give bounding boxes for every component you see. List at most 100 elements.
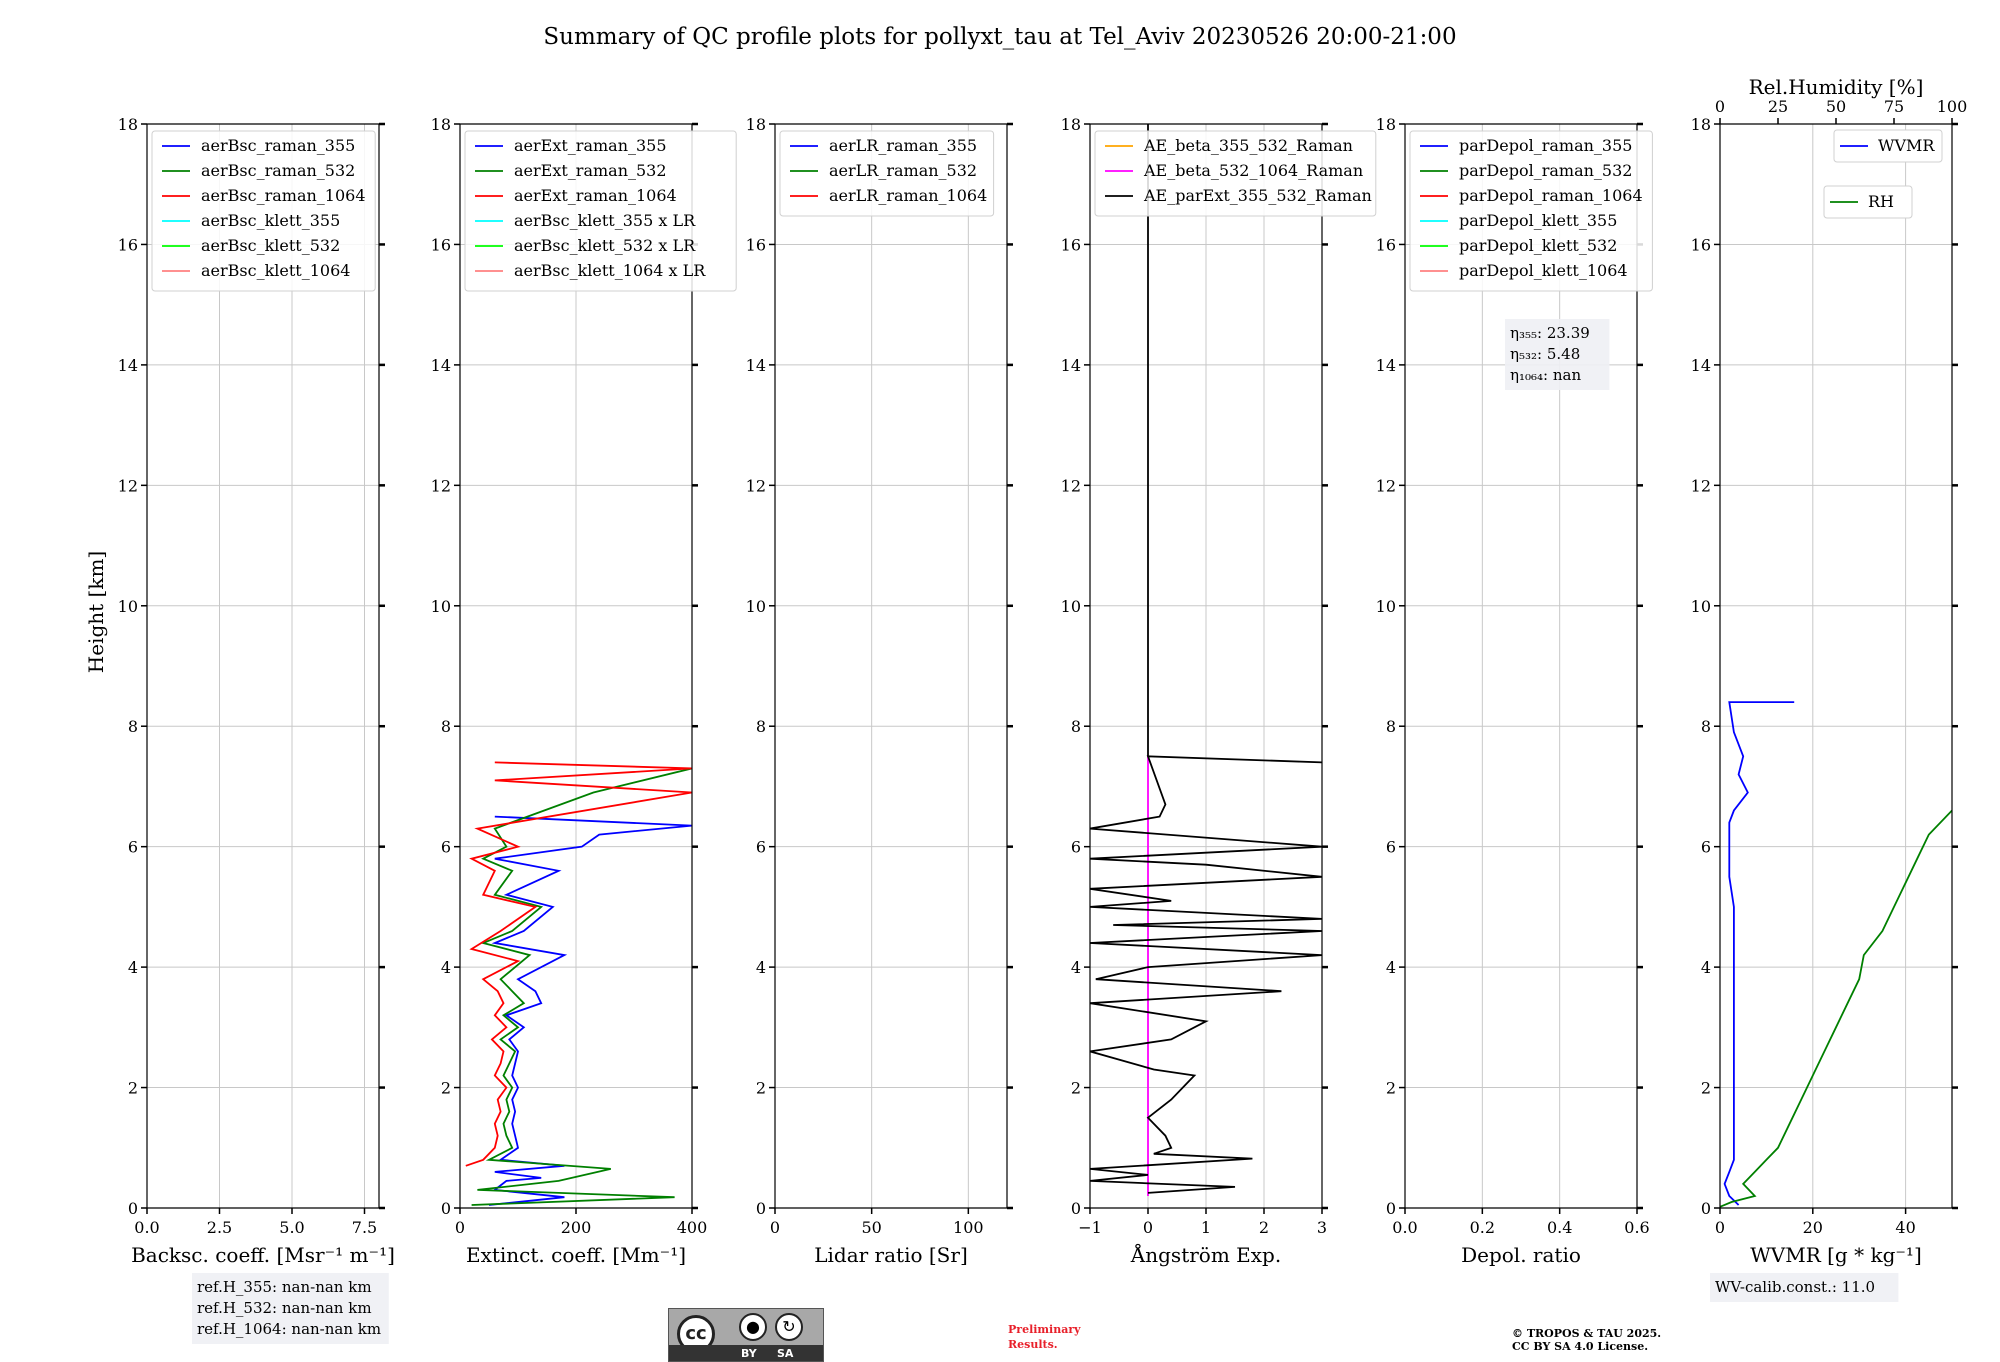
y-tick-label: 0 bbox=[1071, 1199, 1081, 1218]
legend-label: parDepol_klett_532 bbox=[1459, 236, 1617, 255]
y-tick-label: 4 bbox=[128, 958, 138, 977]
x-tick-label: 100 bbox=[953, 1218, 984, 1237]
x2-tick-label: 100 bbox=[1937, 97, 1968, 116]
x-tick-label: 7.5 bbox=[352, 1218, 377, 1237]
x-axis-label: Ångström Exp. bbox=[1130, 1242, 1281, 1267]
legend-box bbox=[1823, 185, 1913, 219]
legend-label: aerLR_raman_532 bbox=[829, 161, 977, 180]
y-tick-label: 8 bbox=[1071, 717, 1081, 736]
y-tick-label: 18 bbox=[1376, 115, 1396, 134]
y-tick-label: 2 bbox=[441, 1079, 451, 1098]
legend-label: parDepol_raman_1064 bbox=[1459, 186, 1643, 205]
y-tick-label: 6 bbox=[1386, 838, 1396, 857]
legend-box bbox=[151, 130, 376, 292]
x-tick-label: 400 bbox=[677, 1218, 708, 1237]
y-tick-label: 12 bbox=[118, 476, 138, 495]
y-tick-label: 12 bbox=[1691, 476, 1711, 495]
y-tick-label: 2 bbox=[1701, 1079, 1711, 1098]
annotation-box bbox=[192, 1273, 389, 1344]
legend-label: parDepol_klett_355 bbox=[1459, 211, 1617, 230]
y-tick-label: 4 bbox=[1701, 958, 1711, 977]
x-tick-label: 0 bbox=[1715, 1218, 1725, 1237]
x2-axis-label: Rel.Humidity [%] bbox=[1749, 75, 1924, 99]
y-tick-label: 4 bbox=[756, 958, 766, 977]
x-tick-label: 2.5 bbox=[207, 1218, 232, 1237]
x-axis-label: WVMR [g * kg⁻¹] bbox=[1750, 1243, 1922, 1267]
legend-label: parDepol_klett_1064 bbox=[1459, 261, 1628, 280]
y-tick-label: 2 bbox=[1071, 1079, 1081, 1098]
y-tick-label: 16 bbox=[746, 235, 766, 254]
legend-label: RH bbox=[1868, 192, 1894, 211]
y-tick-label: 18 bbox=[746, 115, 766, 134]
y-tick-label: 6 bbox=[128, 838, 138, 857]
series-group bbox=[1720, 701, 1952, 1208]
x-tick-label: 0.0 bbox=[134, 1218, 159, 1237]
y-tick-label: 0 bbox=[128, 1199, 138, 1218]
x-tick-label: 20 bbox=[1803, 1218, 1823, 1237]
y-tick-label: 12 bbox=[746, 476, 766, 495]
x-tick-label: 40 bbox=[1895, 1218, 1915, 1237]
legend-label: aerBsc_klett_355 bbox=[201, 211, 340, 230]
y-tick-label: 4 bbox=[1386, 958, 1396, 977]
y-tick-label: 16 bbox=[118, 235, 138, 254]
y-tick-label: 8 bbox=[756, 717, 766, 736]
legend-label: aerBsc_klett_1064 x LR bbox=[514, 261, 706, 280]
legend-label: AE_parExt_355_532_Raman bbox=[1143, 186, 1372, 205]
y-tick-label: 8 bbox=[1701, 717, 1711, 736]
panel-1: 0 2 4 6 8 10 12 14 16 18 0.0 2.5 5.0 7.5 Backsc. coeff… bbox=[118, 115, 395, 1344]
y-tick-label: 6 bbox=[1071, 838, 1081, 857]
y-tick-label: 6 bbox=[1701, 838, 1711, 857]
series-line-2 bbox=[1720, 809, 1952, 1208]
y-axis-label: Height [km] bbox=[84, 551, 108, 673]
legend-label: aerBsc_klett_1064 bbox=[201, 261, 350, 280]
y-tick-label: 18 bbox=[118, 115, 138, 134]
y-tick-label: 8 bbox=[441, 717, 451, 736]
cc-badge-bar bbox=[669, 1345, 823, 1361]
y-tick-label: 16 bbox=[431, 235, 451, 254]
y-tick-label: 4 bbox=[1071, 958, 1081, 977]
cc-license-badge: cc ● ↻ BY SA bbox=[668, 1308, 824, 1362]
series-line-1 bbox=[1723, 701, 1795, 1206]
x-tick-label: 0.6 bbox=[1624, 1218, 1649, 1237]
y-tick-label: 8 bbox=[128, 717, 138, 736]
annotation-text: ref.H_355: nan-nan km bbox=[197, 1278, 372, 1296]
legend-box bbox=[464, 130, 737, 292]
legend-box bbox=[1409, 130, 1653, 292]
annotation-text: WV-calib.const.: 11.0 bbox=[1715, 1278, 1875, 1296]
cc-sa-label: SA bbox=[777, 1347, 794, 1360]
y-tick-label: 0 bbox=[441, 1199, 451, 1218]
x-tick-label: −1 bbox=[1078, 1218, 1102, 1237]
y-tick-label: 16 bbox=[1376, 235, 1396, 254]
y-tick-label: 12 bbox=[431, 476, 451, 495]
y-tick-label: 16 bbox=[1691, 235, 1711, 254]
x-tick-label: 200 bbox=[561, 1218, 592, 1237]
x-tick-label: 1 bbox=[1201, 1218, 1211, 1237]
panel-5: 0 2 4 6 8 10 12 14 16 18 0.0 0.2 0.4 0.6 Depol. ratio p… bbox=[1376, 115, 1653, 1267]
legend-label: parDepol_raman_532 bbox=[1459, 161, 1632, 180]
y-tick-label: 14 bbox=[1061, 356, 1081, 375]
x-tick-label: 5.0 bbox=[279, 1218, 304, 1237]
annotation-box bbox=[1505, 319, 1610, 390]
y-tick-label: 6 bbox=[441, 838, 451, 857]
legend-label: WVMR bbox=[1878, 136, 1935, 155]
x-axis-label: Extinct. coeff. [Mm⁻¹] bbox=[466, 1243, 686, 1267]
x2-tick-label: 0 bbox=[1715, 97, 1725, 116]
x-tick-label: 0 bbox=[1143, 1218, 1153, 1237]
x-tick-label: 0.2 bbox=[1470, 1218, 1495, 1237]
y-tick-label: 14 bbox=[1691, 356, 1711, 375]
legend-label: parDepol_raman_355 bbox=[1459, 136, 1632, 155]
copyright-line2: CC BY SA 4.0 License. bbox=[1512, 1340, 1648, 1353]
series-line-2 bbox=[1090, 755, 1322, 1194]
y-tick-label: 8 bbox=[1386, 717, 1396, 736]
series-group bbox=[1090, 124, 1322, 1196]
y-tick-label: 10 bbox=[431, 597, 451, 616]
x-tick-label: 0.0 bbox=[1392, 1218, 1417, 1237]
annotation-text: η₃₅₅: 23.39 bbox=[1510, 324, 1590, 342]
x-tick-label: 0.4 bbox=[1547, 1218, 1572, 1237]
legend-label: aerBsc_klett_355 x LR bbox=[514, 211, 696, 230]
x-tick-label: 0 bbox=[455, 1218, 465, 1237]
preliminary-line2: Results. bbox=[1008, 1338, 1058, 1351]
copyright-line1: © TROPOS & TAU 2025. bbox=[1512, 1327, 1661, 1340]
